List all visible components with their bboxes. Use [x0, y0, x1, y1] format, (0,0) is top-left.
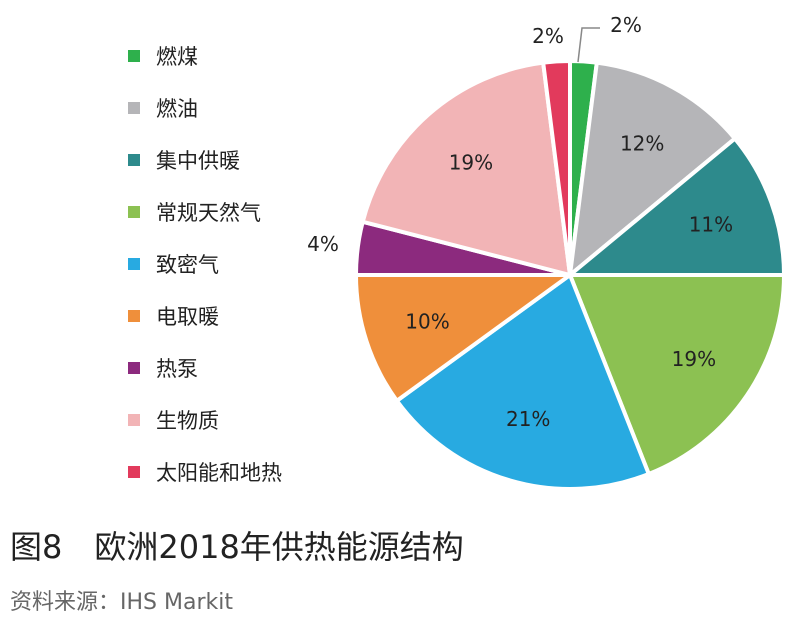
chart-source: 资料来源：IHS Markit — [10, 590, 233, 615]
slice-label: 19% — [449, 151, 493, 175]
pie-slice — [353, 273, 577, 404]
chart-title: 图8 欧洲2018年供热能源结构 — [10, 528, 464, 566]
slice-label: 12% — [620, 132, 664, 156]
legend-label: 致密气 — [156, 253, 219, 277]
slice-label: 4% — [307, 232, 339, 256]
pie-slice — [567, 60, 738, 280]
legend-item: 集中供暖 — [128, 134, 282, 186]
legend-swatch — [128, 310, 140, 322]
legend-swatch — [128, 362, 140, 374]
legend-swatch — [128, 414, 140, 426]
pie-slice — [564, 135, 787, 277]
legend-swatch — [128, 466, 140, 478]
slice-label: 19% — [672, 347, 716, 371]
legend-item: 燃煤 — [128, 30, 282, 82]
pie-slice — [567, 273, 787, 477]
slice-label: 11% — [689, 212, 733, 236]
slice-label: 21% — [506, 407, 550, 431]
legend: 燃煤燃油集中供暖常规天然气致密气电取暖热泵生物质太阳能和地热 — [128, 30, 282, 498]
legend-label: 燃煤 — [156, 45, 198, 69]
legend-label: 生物质 — [156, 409, 219, 433]
pie-slice — [540, 58, 572, 276]
leader-line — [577, 27, 600, 63]
legend-item: 热泵 — [128, 342, 282, 394]
pie-slice — [360, 60, 573, 278]
legend-swatch — [128, 102, 140, 114]
legend-swatch — [128, 154, 140, 166]
slice-label: 10% — [405, 309, 449, 333]
legend-item: 致密气 — [128, 238, 282, 290]
legend-label: 集中供暖 — [156, 149, 240, 173]
legend-item: 太阳能和地热 — [128, 446, 282, 498]
legend-label: 电取暖 — [156, 305, 219, 329]
legend-swatch — [128, 50, 140, 62]
legend-item: 生物质 — [128, 394, 282, 446]
legend-item: 电取暖 — [128, 290, 282, 342]
legend-item: 常规天然气 — [128, 186, 282, 238]
legend-label: 太阳能和地热 — [156, 461, 282, 485]
legend-label: 热泵 — [156, 357, 198, 381]
slice-label: 2% — [532, 24, 564, 48]
slice-label: 2% — [610, 13, 642, 37]
legend-label: 常规天然气 — [156, 201, 261, 225]
legend-label: 燃油 — [156, 97, 198, 121]
pie-slice — [394, 271, 652, 491]
legend-swatch — [128, 206, 140, 218]
legend-swatch — [128, 258, 140, 270]
legend-item: 燃油 — [128, 82, 282, 134]
